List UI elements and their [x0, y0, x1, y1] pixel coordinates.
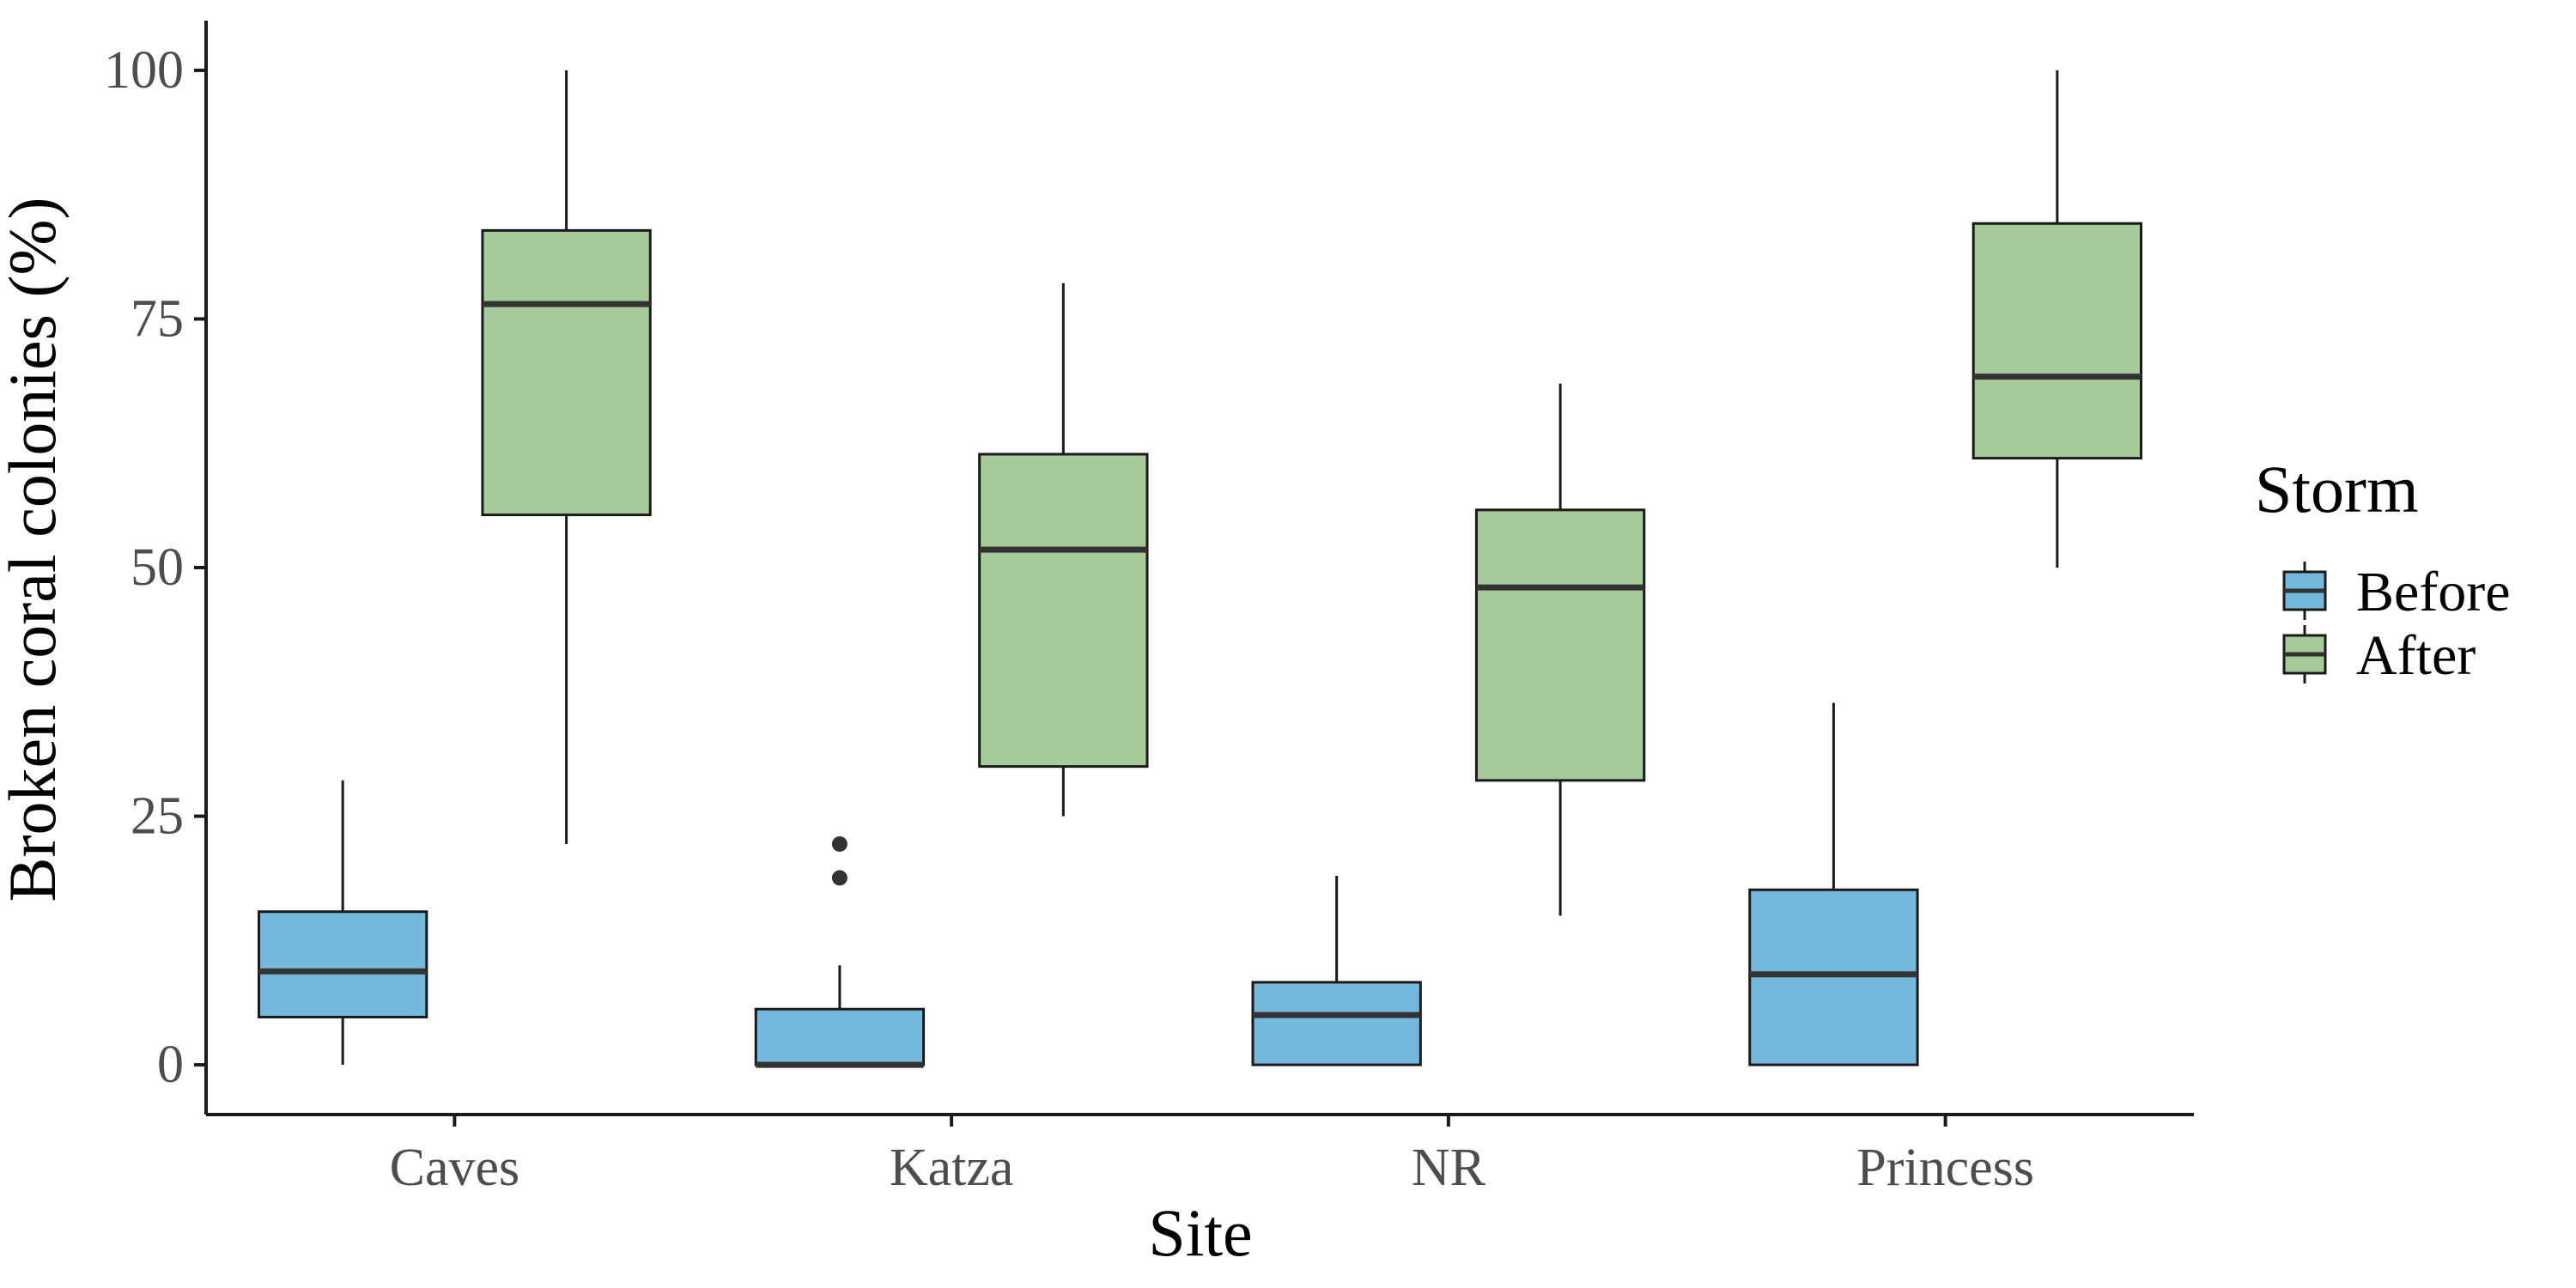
- box-body: [754, 1007, 926, 1066]
- x-tick-label: Princess: [1856, 1139, 2034, 1197]
- y-tick-label: 25: [131, 787, 184, 846]
- legend-entry-before: Before: [2282, 561, 2511, 623]
- x-axis-title: Site: [1148, 1195, 1252, 1270]
- x-tick-label: Katza: [890, 1139, 1014, 1197]
- box-after-nr: [1474, 383, 1646, 916]
- x-tick-label: NR: [1412, 1139, 1486, 1197]
- x-ticks: Caves Katza NR Princess: [390, 1115, 2034, 1197]
- box-before-nr: [1251, 876, 1422, 1066]
- box-body: [978, 453, 1149, 769]
- box-body: [481, 228, 652, 517]
- legend-entry-after: After: [2282, 624, 2476, 687]
- y-tick-label: 100: [104, 41, 184, 100]
- box-after-princess: [1971, 70, 2143, 568]
- x-tick-label: Caves: [390, 1139, 520, 1197]
- box-body: [257, 910, 428, 1018]
- y-tick-label: 75: [131, 289, 184, 348]
- box-body: [1251, 981, 1422, 1066]
- y-tick-label: 0: [157, 1036, 184, 1094]
- y-axis-title: Broken coral colonies (%): [0, 197, 70, 902]
- box-after-katza: [978, 283, 1149, 817]
- box-after-caves: [481, 70, 652, 844]
- box-before-katza: [754, 835, 926, 1068]
- box-before-caves: [257, 780, 428, 1066]
- y-tick-label: 50: [131, 538, 184, 597]
- y-ticks: 0 25 50 75 100: [104, 41, 206, 1094]
- outlier-point: [831, 835, 848, 852]
- box-body: [1971, 222, 2143, 460]
- legend-label: After: [2356, 624, 2476, 687]
- legend-label: Before: [2356, 561, 2511, 623]
- box-body: [1474, 508, 1646, 782]
- box-before-princess: [1748, 702, 1919, 1066]
- outlier-point: [831, 870, 848, 886]
- legend-title: Storm: [2255, 452, 2419, 526]
- plot-layer: [257, 70, 2143, 1068]
